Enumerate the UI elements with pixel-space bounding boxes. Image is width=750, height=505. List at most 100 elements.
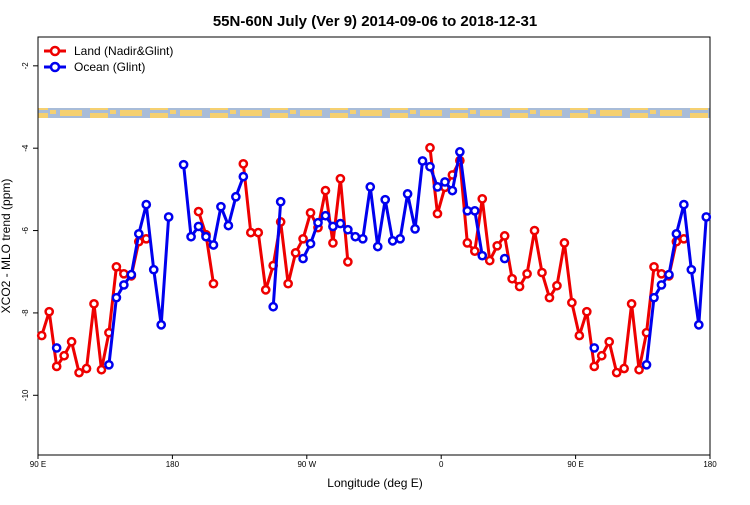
data-point <box>619 363 629 374</box>
y-tick-label: -10 <box>21 389 30 401</box>
data-point <box>305 207 316 218</box>
x-axis-title: Longitude (deg E) <box>327 476 422 490</box>
data-point <box>656 280 667 290</box>
data-point <box>380 194 391 205</box>
data-point <box>343 257 353 267</box>
data-point <box>514 281 525 292</box>
data-point <box>320 210 331 221</box>
data-point <box>641 359 652 370</box>
legend-marker <box>49 45 61 57</box>
data-point <box>671 229 682 239</box>
data-point <box>537 267 547 278</box>
data-point <box>611 367 622 378</box>
data-point <box>581 306 592 317</box>
data-point <box>51 361 62 372</box>
x-tick-label: 90 E <box>567 460 583 469</box>
data-point <box>410 224 420 234</box>
data-point <box>178 159 189 170</box>
data-point <box>208 278 219 289</box>
data-point <box>163 212 174 222</box>
data-point <box>208 240 219 250</box>
data-point <box>51 343 62 353</box>
data-point <box>447 185 458 196</box>
data-point <box>596 350 607 361</box>
data-point <box>313 217 323 228</box>
data-point <box>440 177 450 187</box>
data-point <box>417 156 428 166</box>
data-point <box>693 320 704 330</box>
x-tick-label: 90 W <box>297 460 316 469</box>
data-point <box>290 247 301 258</box>
data-point <box>96 364 107 375</box>
legend-label: Ocean (Glint) <box>74 60 145 74</box>
legend: Land (Nadir&Glint) Ocean (Glint) <box>40 39 190 77</box>
data-point <box>529 225 540 236</box>
data-point <box>567 297 577 308</box>
data-point <box>245 227 256 238</box>
data-point <box>148 264 159 275</box>
data-point <box>223 220 234 231</box>
data-point <box>395 233 405 244</box>
y-tick-label: -8 <box>21 309 30 317</box>
data-point <box>387 236 398 246</box>
data-point <box>402 189 413 199</box>
data-point <box>604 336 615 347</box>
data-point <box>679 199 689 210</box>
data-point <box>133 229 144 239</box>
data-point <box>686 264 697 275</box>
data-point <box>111 292 122 303</box>
data-point <box>328 238 338 248</box>
data-point <box>544 292 555 303</box>
data-point <box>201 231 211 242</box>
plot-frame <box>37 36 711 456</box>
data-point <box>634 364 644 375</box>
data-point <box>298 233 308 244</box>
data-point <box>425 142 435 153</box>
data-point <box>552 280 562 291</box>
data-point <box>126 269 137 280</box>
data-point <box>589 343 600 353</box>
data-point <box>156 320 167 330</box>
data-point <box>193 221 204 232</box>
data-point <box>455 147 465 157</box>
data-point <box>432 208 443 219</box>
data-point <box>260 285 271 295</box>
data-point <box>432 182 443 192</box>
data-point <box>484 255 495 266</box>
data-point <box>328 221 338 232</box>
data-point <box>462 205 473 216</box>
land-ocean-band <box>38 108 710 118</box>
data-point <box>104 359 114 370</box>
x-tick-label: 180 <box>166 460 180 469</box>
data-point <box>649 292 659 303</box>
data-point <box>350 231 361 242</box>
data-point <box>275 196 286 207</box>
data-point <box>238 171 249 182</box>
data-point <box>492 240 503 251</box>
data-point <box>111 261 122 272</box>
data-point <box>231 191 241 202</box>
series-line <box>107 150 708 365</box>
legend-marker <box>49 61 61 73</box>
data-point <box>66 336 77 347</box>
data-point <box>469 246 480 256</box>
data-point <box>36 330 47 341</box>
data-point <box>664 269 674 280</box>
data-point <box>649 261 659 272</box>
x-tick-label: 0 <box>439 460 444 469</box>
data-point <box>305 238 316 249</box>
data-point <box>343 224 353 235</box>
data-point <box>335 218 346 229</box>
data-point <box>477 250 488 261</box>
y-tick-label: -6 <box>21 226 30 234</box>
data-point <box>469 205 480 216</box>
data-point <box>462 238 473 248</box>
data-point <box>81 363 92 374</box>
data-point <box>283 278 293 289</box>
data-point <box>372 241 383 252</box>
legend-label: Land (Nadir&Glint) <box>74 44 173 58</box>
chart-title: 55N-60N July (Ver 9) 2014-09-06 to 2018-… <box>213 13 537 30</box>
data-point <box>701 212 712 222</box>
data-point <box>59 350 69 361</box>
